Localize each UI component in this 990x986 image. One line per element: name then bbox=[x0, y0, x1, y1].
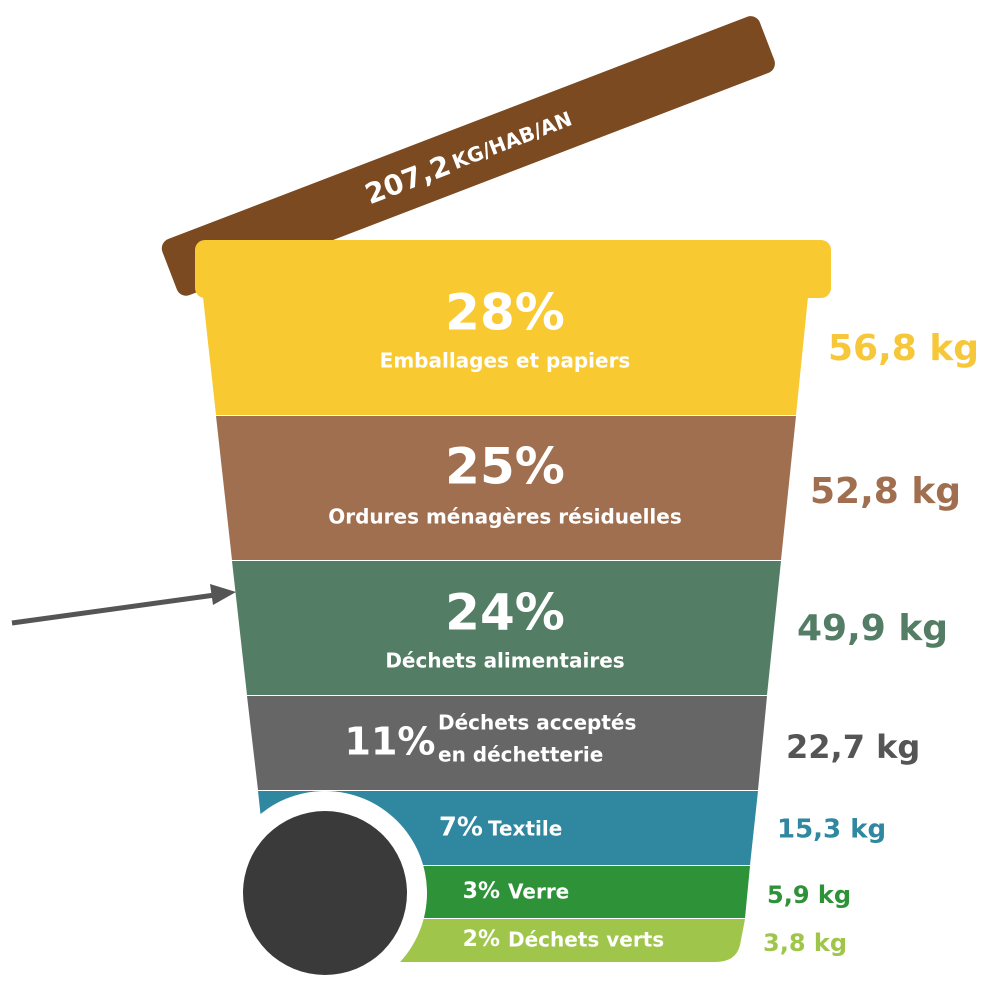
weight: 52,8 kg bbox=[810, 471, 961, 512]
weight: 15,3 kg bbox=[777, 815, 886, 845]
page: 207,2KG/HAB/AN 28% Emballages et papiers… bbox=[0, 0, 990, 986]
percent: 2% bbox=[463, 927, 500, 952]
label: Déchets verts bbox=[508, 928, 664, 952]
label: Déchets alimentaires bbox=[385, 649, 624, 673]
weight: 56,8 kg bbox=[828, 328, 979, 369]
infographic: 207,2KG/HAB/AN 28% Emballages et papiers… bbox=[0, 0, 990, 986]
label: en déchetterie bbox=[438, 743, 603, 767]
arrow-head bbox=[210, 584, 236, 605]
label: Textile bbox=[488, 817, 562, 841]
percent: 28% bbox=[445, 284, 565, 342]
label: Déchets acceptés bbox=[438, 711, 636, 735]
percent: 7% bbox=[439, 813, 483, 843]
percent: 11% bbox=[345, 720, 436, 764]
arrow bbox=[12, 595, 215, 623]
percent: 3% bbox=[463, 879, 500, 904]
label: Ordures ménagères résiduelles bbox=[328, 505, 682, 529]
weight: 5,9 kg bbox=[767, 881, 851, 909]
label: Emballages et papiers bbox=[380, 349, 631, 373]
label: Verre bbox=[508, 880, 569, 904]
weight: 3,8 kg bbox=[763, 929, 847, 957]
wheel bbox=[243, 811, 407, 975]
percent: 24% bbox=[445, 584, 565, 642]
percent: 25% bbox=[445, 438, 565, 496]
weight: 49,9 kg bbox=[797, 608, 948, 649]
weight: 22,7 kg bbox=[786, 728, 920, 766]
